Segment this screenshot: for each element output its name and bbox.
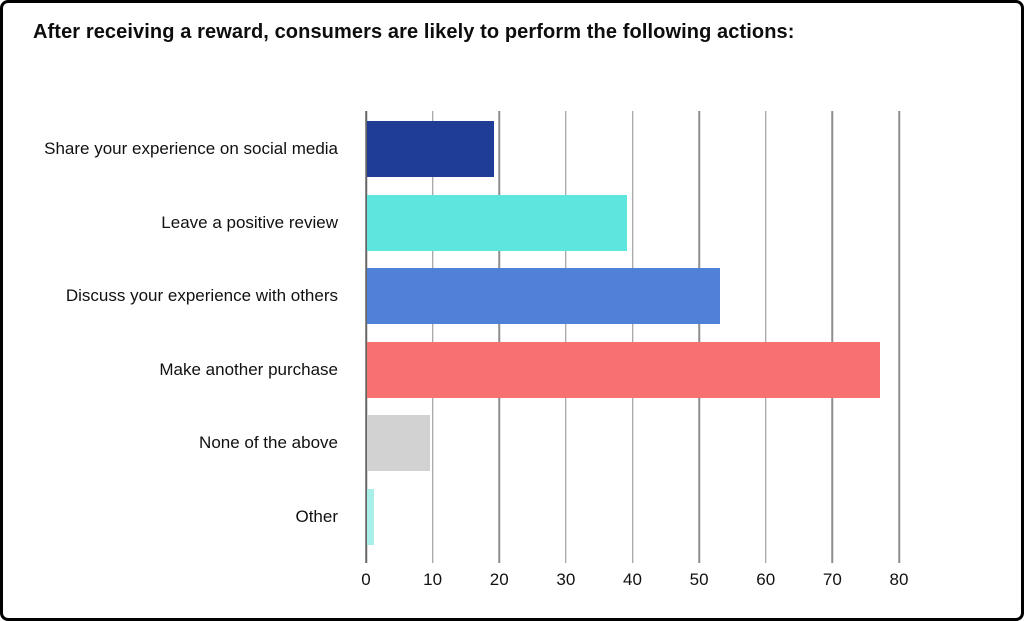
gridline [565, 111, 567, 563]
gridline [698, 111, 700, 563]
bar [367, 489, 374, 545]
gridline [765, 111, 767, 563]
category-label: None of the above [199, 433, 338, 453]
gridline [431, 111, 434, 563]
x-tick-label: 30 [556, 570, 576, 589]
gridline [498, 111, 500, 563]
category-label: Share your experience on social media [44, 139, 338, 158]
bar [367, 341, 880, 398]
x-tick-label: 10 [423, 570, 443, 589]
x-tick-label: 0 [361, 570, 371, 589]
category-label: Other [295, 507, 338, 526]
x-tick-label: 60 [756, 570, 776, 589]
bar [367, 194, 627, 251]
bar [367, 121, 494, 177]
bar [367, 415, 431, 472]
x-tick-label: 20 [489, 570, 509, 589]
gridline [831, 111, 834, 563]
category-label: Leave a positive review [161, 212, 338, 232]
gridline [898, 111, 900, 563]
gridline [631, 111, 634, 563]
plot-area [365, 111, 900, 563]
bar [367, 268, 721, 325]
x-tick-label: 40 [623, 570, 642, 589]
category-label: Make another purchase [159, 359, 338, 379]
category-label: Discuss your experience with others [65, 286, 338, 306]
chart-title: After receiving a reward, consumers are … [33, 21, 795, 43]
x-tick-label: 70 [822, 570, 842, 589]
x-tick-label: 80 [889, 570, 909, 589]
x-tick-label: 50 [689, 570, 709, 589]
y-axis-spine [365, 111, 367, 563]
